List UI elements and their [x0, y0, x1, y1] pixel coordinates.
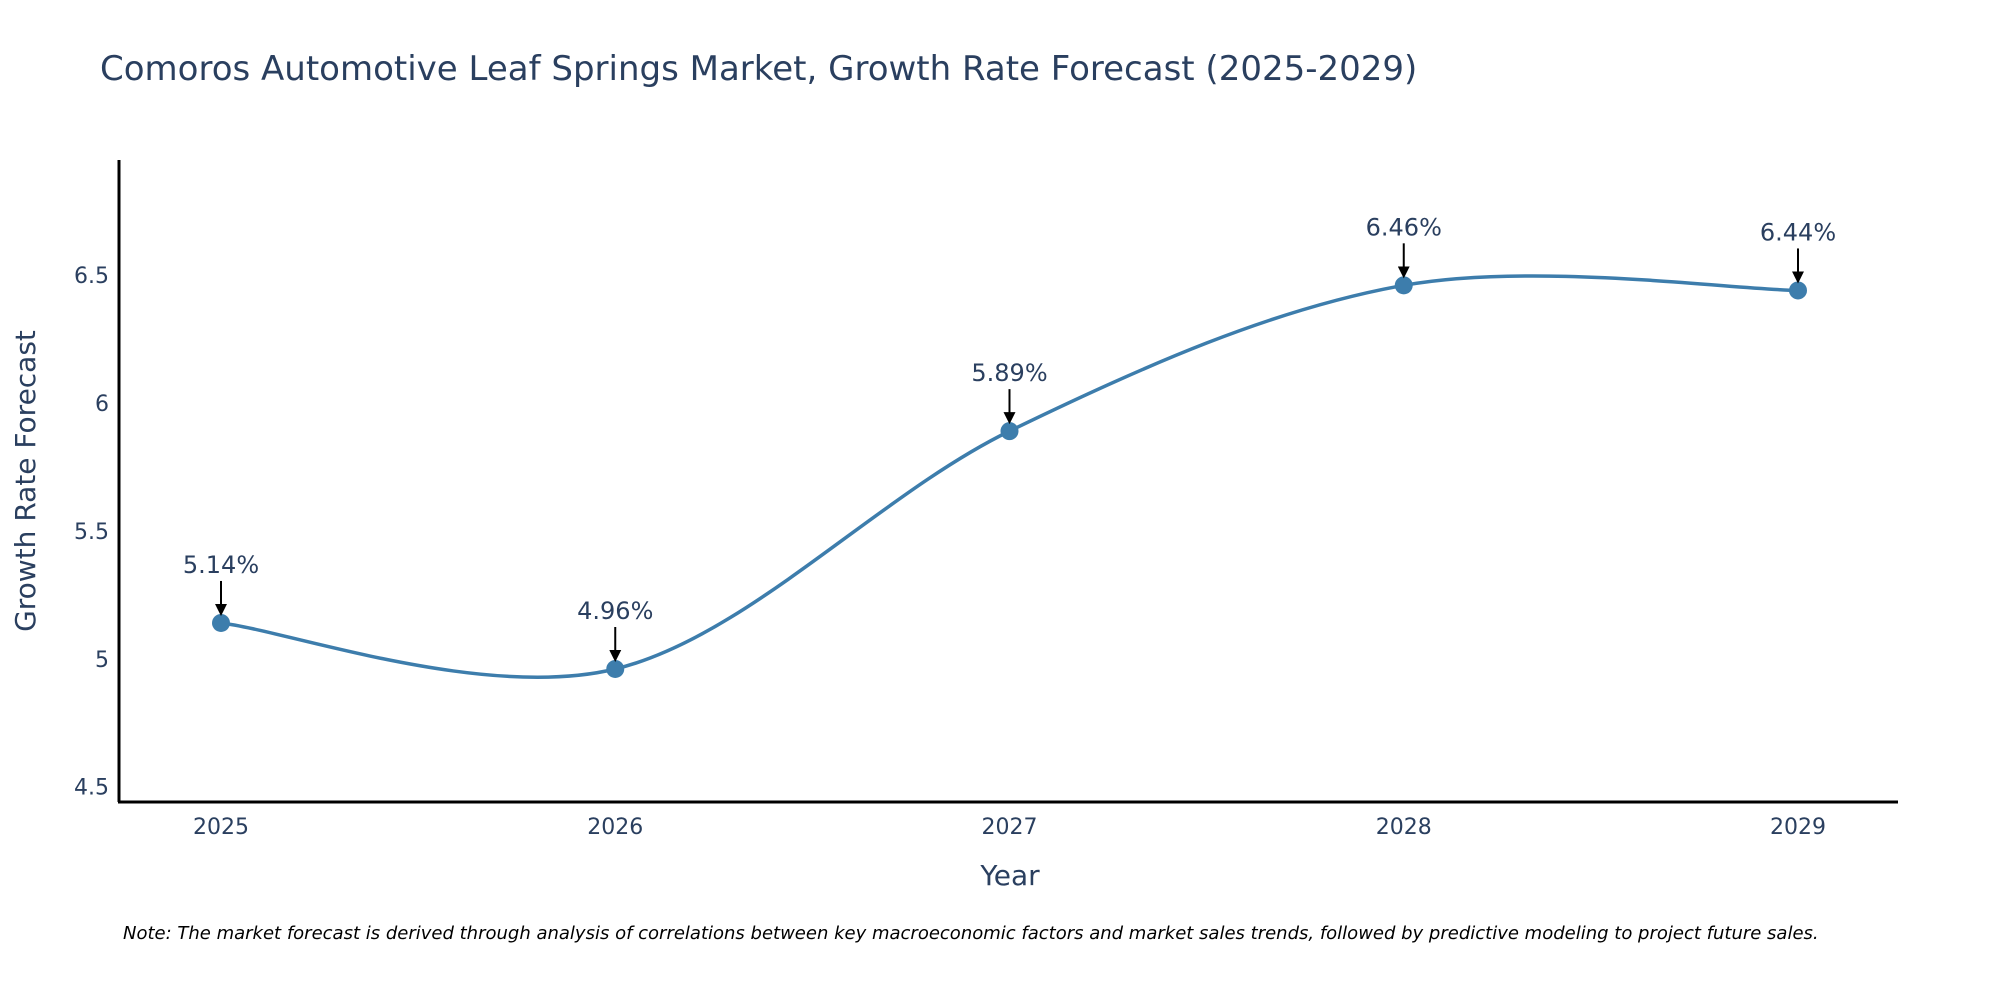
- chart-title: Comoros Automotive Leaf Springs Market, …: [100, 49, 1417, 89]
- x-tick-label: 2025: [193, 815, 249, 840]
- x-tick-label: 2027: [982, 815, 1038, 840]
- forecast-note: Note: The market forecast is derived thr…: [123, 923, 1819, 944]
- y-tick-labels: 4.5 5 5.5 6 6.5: [74, 264, 109, 801]
- data-point-2029: [1789, 281, 1807, 300]
- y-tick-label: 5: [95, 648, 109, 673]
- data-label: 5.14%: [183, 551, 259, 579]
- x-tick-labels: 2025 2026 2027 2028 2029: [193, 815, 1826, 840]
- data-point-2027: [1000, 422, 1019, 441]
- data-point-2026: [606, 659, 625, 678]
- x-tick-label: 2028: [1376, 815, 1432, 840]
- y-tick-label: 4.5: [74, 776, 109, 801]
- data-label: 6.44%: [1760, 218, 1836, 246]
- x-axis-title: Year: [979, 859, 1040, 892]
- data-point-2025: [212, 613, 230, 632]
- x-tick-label: 2029: [1770, 815, 1826, 840]
- y-tick-label: 6.5: [74, 264, 109, 289]
- series-line: [220, 274, 1799, 680]
- series-growth-rate: [212, 274, 1807, 680]
- data-label: 4.96%: [577, 597, 653, 625]
- x-tick-label: 2026: [587, 815, 643, 840]
- y-tick-label: 6: [95, 392, 109, 417]
- y-tick-label: 5.5: [74, 520, 109, 545]
- data-point-2028: [1394, 276, 1413, 295]
- data-label: 6.46%: [1366, 213, 1442, 241]
- data-annotations: 5.14% 4.96% 5.89% 6.46% 6.44%: [183, 213, 1836, 662]
- axes: [117, 160, 1898, 804]
- y-axis-title: Growth Rate Forecast: [9, 330, 42, 632]
- data-label: 5.89%: [971, 359, 1047, 387]
